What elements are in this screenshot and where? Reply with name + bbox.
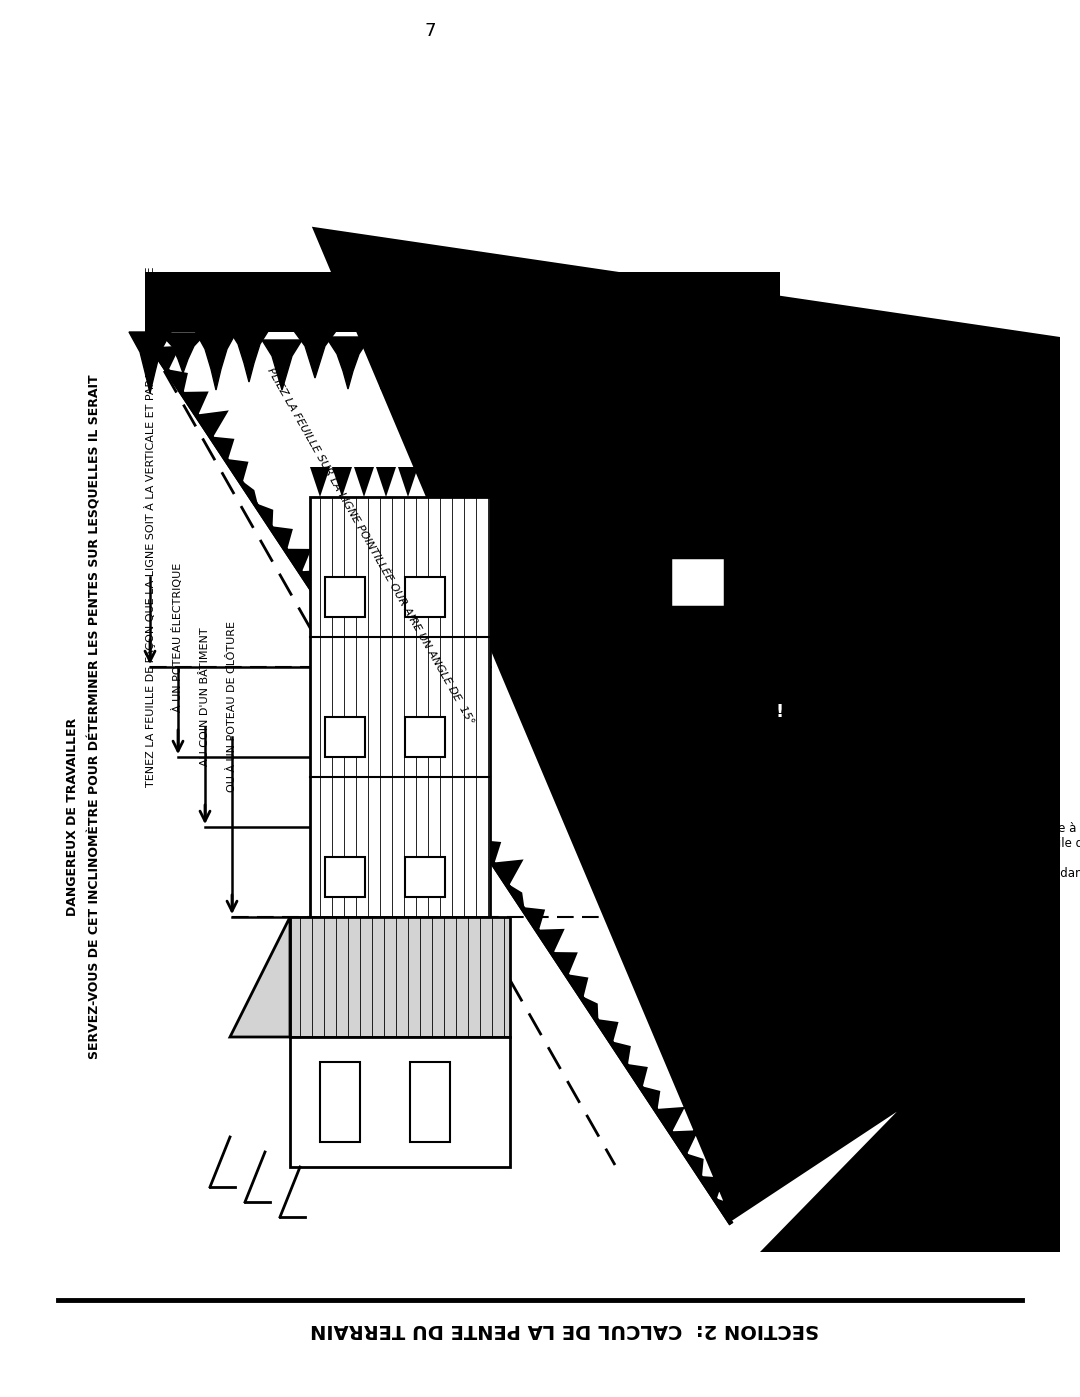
Text: DANGEREUX DE TRAVAILLER: DANGEREUX DE TRAVAILLER xyxy=(66,718,79,916)
Text: SERVEZ-VOUS DE CET INCLINOMÈTRE POUR DÉTERMINER LES PENTES SUR LESQUELLES IL SER: SERVEZ-VOUS DE CET INCLINOMÈTRE POUR DÉT… xyxy=(89,374,102,1059)
Polygon shape xyxy=(750,672,810,732)
Polygon shape xyxy=(399,467,418,497)
Polygon shape xyxy=(561,326,598,388)
Polygon shape xyxy=(429,335,465,377)
Polygon shape xyxy=(464,467,484,497)
Polygon shape xyxy=(405,577,445,617)
Polygon shape xyxy=(230,916,291,1037)
Polygon shape xyxy=(720,339,768,395)
Text: AU COIN D'UN BÂTIMENT: AU COIN D'UN BÂTIMENT xyxy=(200,627,210,767)
Polygon shape xyxy=(376,467,396,497)
Polygon shape xyxy=(310,497,490,916)
Text: MISE EN GARDE: MISE EN GARDE xyxy=(820,698,968,717)
Polygon shape xyxy=(291,916,510,1037)
Polygon shape xyxy=(194,330,238,390)
Text: Il est recommandé de ne pas tondre la pelouse dans une pente dont l'inclinaison : Il est recommandé de ne pas tondre la pe… xyxy=(780,807,1077,849)
Polygon shape xyxy=(325,856,365,897)
Polygon shape xyxy=(692,335,730,388)
Text: sérieusement. Si vous devez tondre la pelouse dans une pente, procédez de gauche: sérieusement. Si vous devez tondre la pe… xyxy=(780,868,1080,880)
Polygon shape xyxy=(325,577,365,617)
Polygon shape xyxy=(160,332,206,373)
Polygon shape xyxy=(145,272,780,332)
Polygon shape xyxy=(405,856,445,897)
Polygon shape xyxy=(594,337,630,383)
Circle shape xyxy=(627,465,672,509)
Text: TENEZ LA FEUILLE DE FAÇON QUE LA LIGNE SOIT À LA VERTICALE ET PARALLÈLE À UN ARB: TENEZ LA FEUILLE DE FAÇON QUE LA LIGNE S… xyxy=(144,267,156,788)
Polygon shape xyxy=(442,467,462,497)
Polygon shape xyxy=(291,1037,510,1166)
Text: 15°: 15° xyxy=(750,1150,777,1165)
Polygon shape xyxy=(145,226,1059,1252)
Polygon shape xyxy=(354,467,374,497)
Polygon shape xyxy=(459,339,501,387)
Polygon shape xyxy=(326,337,370,388)
Polygon shape xyxy=(129,332,171,393)
Text: 15°: 15° xyxy=(788,981,811,993)
Text: cm tous les 3 m). En effet, il pourrait être difficile de garder votre équilibre: cm tous les 3 m). En effet, il pourrait … xyxy=(780,837,1080,849)
Polygon shape xyxy=(793,326,827,379)
Polygon shape xyxy=(410,1062,450,1141)
Polygon shape xyxy=(325,717,365,757)
Polygon shape xyxy=(670,557,725,608)
Text: !: ! xyxy=(775,703,784,721)
Text: PLIEZ LA FEUILLE SUR LA LIGNE POINTILLÉE OUR AIRE UN ANGLE DE  15°: PLIEZ LA FEUILLE SUR LA LIGNE POINTILLÉE… xyxy=(265,366,475,726)
Text: 7: 7 xyxy=(424,22,435,41)
Text: À UN POTEAU ÉLECTRIQUE: À UN POTEAU ÉLECTRIQUE xyxy=(173,563,184,711)
Polygon shape xyxy=(420,467,440,497)
Polygon shape xyxy=(310,467,330,497)
Polygon shape xyxy=(824,338,862,402)
Polygon shape xyxy=(262,339,302,390)
Polygon shape xyxy=(363,326,399,388)
Polygon shape xyxy=(495,334,531,383)
Polygon shape xyxy=(522,332,570,394)
Text: SECTION 2:  CALCUL DE LA PENTE DU TERRAIN: SECTION 2: CALCUL DE LA PENTE DU TERRAIN xyxy=(311,1320,820,1338)
Polygon shape xyxy=(294,331,336,379)
Polygon shape xyxy=(654,332,702,393)
Polygon shape xyxy=(332,467,352,497)
Text: OU À UN POTEAU DE CLÔTURE: OU À UN POTEAU DE CLÔTURE xyxy=(227,622,237,792)
Polygon shape xyxy=(624,330,666,370)
Polygon shape xyxy=(753,332,801,394)
Polygon shape xyxy=(405,717,445,757)
Polygon shape xyxy=(320,1062,360,1141)
Polygon shape xyxy=(226,326,272,381)
Polygon shape xyxy=(399,339,430,380)
